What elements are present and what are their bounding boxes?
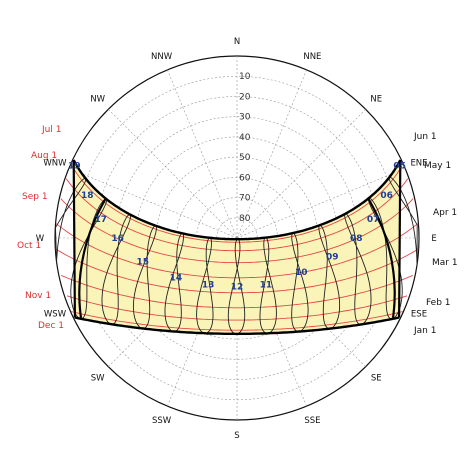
date-line [55, 248, 419, 294]
month-label: Apr 1 [433, 208, 457, 218]
altitude-tick-label: 20 [239, 92, 251, 102]
date-line [71, 165, 403, 243]
altitude-tick-label: 60 [239, 173, 251, 183]
direction-label: W [36, 234, 45, 244]
evening-hour-boundary [78, 197, 107, 318]
winter-solstice-line [74, 316, 400, 336]
direction-label: SE [371, 373, 382, 383]
date-line [70, 311, 404, 331]
month-label: Jul 1 [41, 125, 61, 135]
month-label: Sep 1 [22, 192, 48, 202]
month-label: Mar 1 [432, 258, 458, 268]
band-cap-east [398, 159, 402, 318]
hour-label: 19 [68, 162, 81, 172]
month-label: Dec 1 [38, 321, 64, 331]
month-label: Jun 1 [413, 132, 437, 142]
direction-label: S [234, 431, 239, 441]
hour-label: 09 [326, 253, 339, 263]
direction-label: NNW [151, 52, 173, 62]
hour-label: 14 [170, 274, 183, 284]
altitude-tick-label: 50 [239, 153, 251, 163]
hour-label: 11 [260, 280, 273, 290]
month-label: Oct 1 [17, 241, 41, 251]
hour-label: 06 [380, 191, 393, 201]
direction-label: SSW [152, 416, 172, 426]
month-label: Feb 1 [426, 298, 451, 308]
direction-label: NNE [303, 52, 321, 62]
altitude-tick-label: 40 [239, 133, 251, 143]
chart-labels: 10 20 30 40 50 60 70 80 N NNE NE ENE E ESE SE SSE S SSW SW… [17, 37, 458, 441]
direction-label: NE [370, 95, 382, 105]
sun-path-fill [73, 160, 401, 334]
hour-label: 12 [231, 283, 244, 293]
date-line [65, 178, 409, 252]
month-label: May 1 [424, 161, 451, 171]
summer-solstice-line [72, 159, 402, 241]
month-label: Nov 1 [25, 291, 51, 301]
hour-label: 16 [111, 234, 124, 244]
direction-label: N [234, 37, 240, 47]
sun-path-band [73, 160, 401, 334]
altitude-tick-label: 70 [239, 194, 251, 204]
morning-hour-boundary [367, 197, 396, 318]
hour-label: 08 [350, 234, 363, 244]
direction-label: ESE [411, 309, 427, 319]
direction-label: SW [91, 373, 105, 383]
direction-label: SSE [304, 416, 320, 426]
band-cap-west [72, 159, 76, 318]
altitude-tick-label: 80 [239, 214, 251, 224]
hour-label: 13 [202, 280, 215, 290]
direction-label: E [431, 234, 436, 244]
hour-label: 15 [137, 258, 150, 268]
direction-label: WNW [43, 159, 67, 169]
hour-label: 17 [95, 215, 108, 225]
hour-label: 05 [393, 162, 406, 172]
hour-label: 10 [295, 268, 308, 278]
direction-label: WSW [44, 309, 67, 319]
solstice-lines [72, 159, 402, 336]
hour-label: 18 [81, 191, 94, 201]
month-label: Aug 1 [31, 151, 57, 161]
azimuth-spoke [167, 69, 238, 239]
month-label: Jan 1 [413, 326, 436, 336]
altitude-tick-label: 10 [239, 72, 251, 82]
direction-label: ENE [410, 159, 427, 169]
direction-label: NW [90, 95, 105, 105]
date-line [66, 295, 408, 321]
hour-label: 07 [367, 215, 380, 225]
altitude-tick-label: 30 [239, 113, 251, 123]
date-line [60, 198, 414, 264]
